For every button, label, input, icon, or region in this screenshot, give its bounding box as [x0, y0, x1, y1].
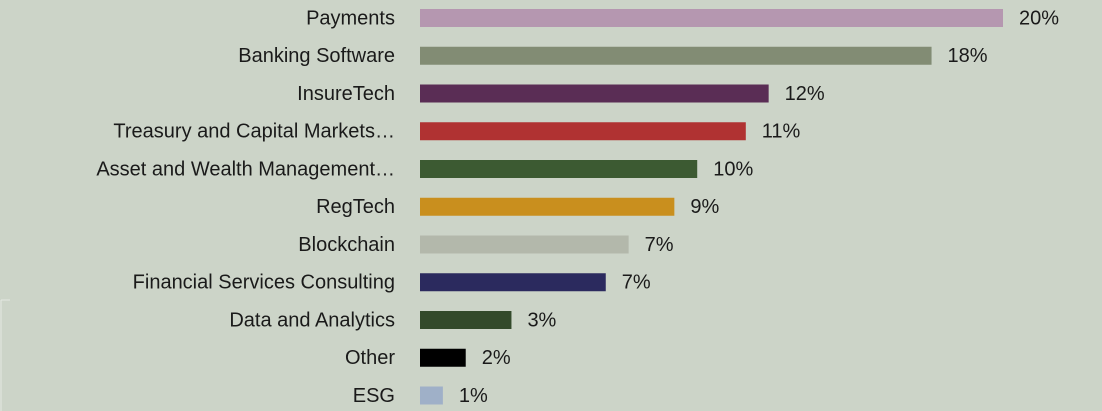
category-label: Asset and Wealth Management… — [96, 158, 395, 180]
frame-edge — [0, 299, 10, 411]
category-label: Payments — [306, 7, 395, 29]
category-label: Banking Software — [238, 45, 395, 67]
category-label: InsureTech — [297, 83, 395, 105]
bar — [420, 273, 606, 292]
value-label: 20% — [1019, 7, 1059, 29]
category-label: Treasury and Capital Markets… — [113, 121, 395, 143]
value-label: 2% — [482, 347, 511, 369]
value-label: 10% — [713, 158, 753, 180]
bar — [420, 122, 746, 141]
bar — [420, 84, 769, 103]
bar — [420, 9, 1003, 27]
value-label: 11% — [762, 121, 801, 143]
category-label: Data and Analytics — [229, 309, 395, 331]
bar — [420, 46, 932, 65]
bar — [420, 160, 698, 178]
value-label: 7% — [622, 272, 651, 294]
value-label: 18% — [948, 45, 988, 67]
bar — [420, 235, 629, 254]
category-label: RegTech — [316, 196, 395, 218]
bar — [420, 386, 443, 405]
value-label: 9% — [690, 196, 719, 218]
category-label: Other — [345, 347, 395, 369]
value-label: 12% — [785, 83, 825, 105]
category-label: Blockchain — [298, 234, 395, 256]
category-label: Financial Services Consulting — [133, 272, 395, 294]
value-label: 1% — [459, 385, 488, 407]
bar — [420, 311, 512, 329]
value-label: 3% — [527, 309, 556, 331]
bar — [420, 348, 466, 367]
value-label: 7% — [645, 234, 674, 256]
category-label: ESG — [353, 385, 395, 407]
bar — [420, 197, 675, 216]
